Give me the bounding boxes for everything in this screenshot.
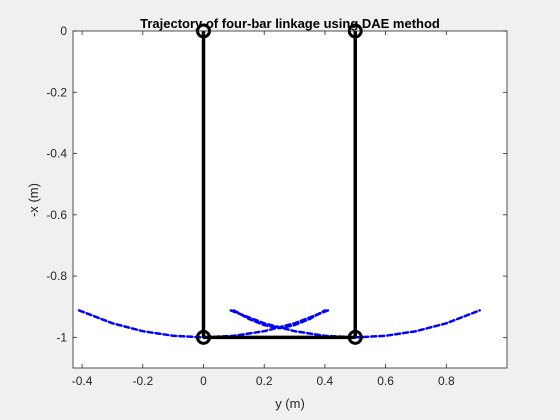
y-tick-label: -1 xyxy=(56,330,67,344)
plot-area xyxy=(73,31,507,368)
y-tick-label: -0.4 xyxy=(46,147,67,161)
x-tick-label: 0.6 xyxy=(377,374,394,388)
axes-box xyxy=(72,30,508,369)
x-tick-label: 0.4 xyxy=(317,374,334,388)
x-tick-label: 0 xyxy=(200,374,207,388)
trajectory-series-1 xyxy=(77,309,205,339)
y-axis-label: -x (m) xyxy=(26,183,41,217)
x-axis: -0.4 -0.2 0 0.2 0.4 0.6 0.8 xyxy=(72,31,455,388)
y-axis: 0 -0.2 -0.4 -0.6 -0.8 -1 xyxy=(46,24,507,344)
x-tick-label: 0.2 xyxy=(256,374,273,388)
x-tick-label: -0.2 xyxy=(132,374,153,388)
chart-title: Trajectory of four-bar linkage using DAE… xyxy=(140,16,440,31)
trajectory-series-2 xyxy=(354,309,481,339)
linkage-joint-3 xyxy=(347,329,363,345)
y-tick-label: -0.2 xyxy=(46,85,67,99)
x-axis-label: y (m) xyxy=(275,396,305,411)
y-tick-label: 0 xyxy=(60,24,67,38)
y-tick-label: -0.8 xyxy=(46,269,67,283)
linkage-joint-2 xyxy=(196,329,212,345)
x-tick-label: -0.4 xyxy=(72,374,93,388)
y-tick-label: -0.6 xyxy=(46,208,67,222)
x-tick-label: 0.8 xyxy=(438,374,455,388)
